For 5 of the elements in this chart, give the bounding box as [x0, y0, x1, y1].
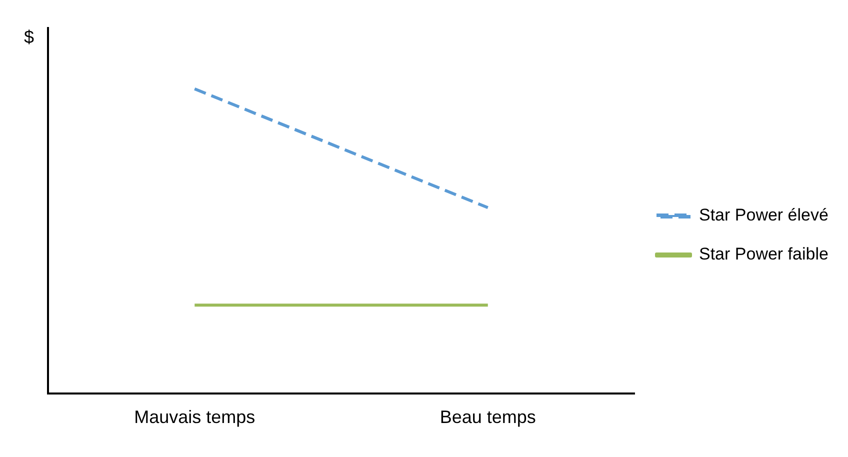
legend-label: Star Power faible [699, 244, 828, 264]
x-tick-label: Beau temps [440, 407, 536, 428]
legend-label: Star Power élevé [699, 206, 828, 225]
y-axis-title: $ [24, 26, 34, 47]
x-tick-label: Mauvais temps [134, 407, 256, 428]
